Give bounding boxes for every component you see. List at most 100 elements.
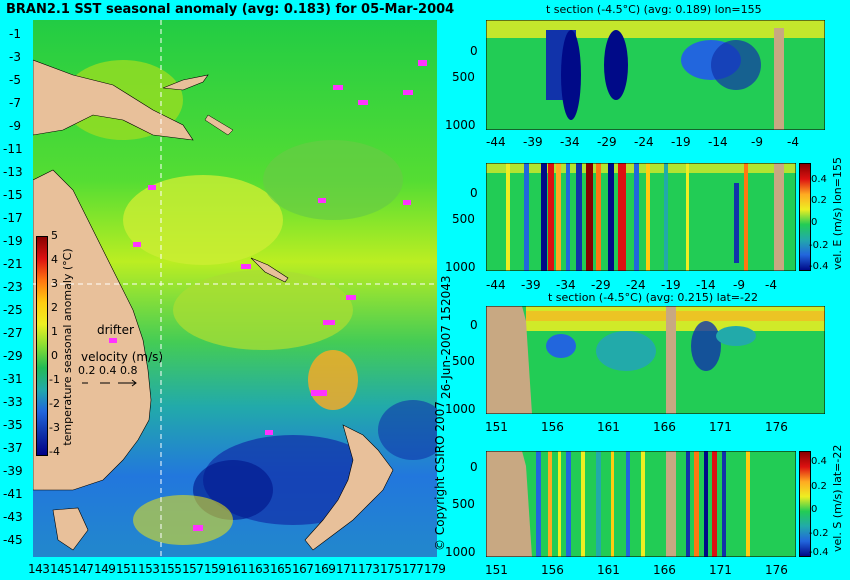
y-tick: -7 [9,96,21,110]
y-tick: -3 [9,50,21,64]
x-tick: 153 [138,562,160,576]
y-tick: -31 [3,372,23,386]
y-tick: 500 [452,497,475,511]
y-tick: 500 [452,354,475,368]
drifter-markers [133,60,427,531]
x-tick: -14 [696,278,716,292]
y-tick: -17 [3,211,23,225]
panel3-title: t section (-4.5°C) (avg: 0.215) lat=-22 [548,291,758,304]
y-tick: 1000 [445,545,476,559]
timestamp: 26-Jun-2007 152043 [439,275,453,399]
cbar-tick: -3 [49,421,60,434]
cbar-tick: -0.2 [809,528,829,539]
y-tick: -45 [3,533,23,547]
x-tick: 161 [597,420,620,434]
main-map-title: BRAN2.1 SST seasonal anomaly (avg: 0.183… [6,2,455,17]
x-tick: 176 [765,420,788,434]
x-tick: 151 [485,563,508,577]
cbar-tick: 0.2 [811,481,827,492]
cbar-tick: -0.4 [809,547,829,558]
x-tick: -39 [523,135,543,149]
x-tick: 179 [424,562,446,576]
panel1-plot [486,20,825,130]
x-tick: 166 [653,563,676,577]
x-tick: 151 [116,562,138,576]
x-tick: -34 [556,278,576,292]
y-tick: -35 [3,418,23,432]
y-tick: -13 [3,165,23,179]
x-tick: 161 [226,562,248,576]
drifter-legend-swatch [109,338,117,343]
sst-colorbar-label: temperature seasonal anomaly (°C) [61,248,74,446]
y-tick: -39 [3,464,23,478]
x-tick: 173 [358,562,380,576]
x-tick: 145 [50,562,72,576]
x-tick: 157 [182,562,204,576]
x-tick: 175 [380,562,402,576]
y-tick: -11 [3,142,23,156]
cbar-tick: 0 [811,217,818,228]
velocity-legend-label: velocity (m/s) [81,350,164,364]
panel3-plot [486,306,825,414]
x-tick: -24 [626,278,646,292]
cbar-tick: -0.2 [809,240,829,251]
cbar-tick: 0 [51,349,58,362]
x-tick: 143 [28,562,50,576]
land-new-britain [162,74,209,91]
x-tick: 171 [709,420,732,434]
land-new-zealand [304,424,394,551]
y-tick: 0 [470,44,478,58]
y-tick: -19 [3,234,23,248]
x-tick: 167 [292,562,314,576]
y-tick: -5 [9,73,21,87]
timestamp-text: 26-Jun-2007 152043 [439,219,453,399]
y-tick: -1 [9,27,21,41]
x-tick: -39 [521,278,541,292]
x-tick: 171 [336,562,358,576]
cbar-tick: -0.4 [809,261,829,272]
y-tick: 0 [470,318,478,332]
x-tick: -24 [634,135,654,149]
drifter-legend-label: drifter [97,323,134,337]
cbar-tick: 0 [811,504,818,515]
x-tick: 165 [270,562,292,576]
panel4-colorbar [799,451,811,557]
land-tasmania [52,507,89,551]
y-tick: -21 [3,257,23,271]
cbar-tick: 2 [51,301,58,314]
panel2-plot [486,163,796,271]
cbar-tick: -2 [49,397,60,410]
y-tick: -29 [3,349,23,363]
x-tick: 163 [248,562,270,576]
y-tick: -27 [3,326,23,340]
cbar-tick: 0.2 [811,195,827,206]
x-tick: 159 [204,562,226,576]
y-tick: 1000 [445,260,476,274]
y-tick: 500 [452,212,475,226]
land-new-guinea [33,59,194,141]
cbar-tick: 3 [51,277,58,290]
x-tick: -19 [671,135,691,149]
y-tick: 1000 [445,118,476,132]
x-tick: 169 [314,562,336,576]
panel1-title: t section (-4.5°C) (avg: 0.189) lon=155 [546,3,762,16]
sst-colorbar [36,236,48,456]
cbar-tick: -4 [49,445,60,458]
y-tick: 1000 [445,402,476,416]
panel4-plot [486,451,796,557]
cbar-tick: 0.4 [811,174,827,185]
x-tick: -4 [787,135,799,149]
x-tick: -4 [765,278,777,292]
y-tick: -25 [3,303,23,317]
x-tick: 166 [653,420,676,434]
y-tick: -43 [3,510,23,524]
x-tick: -29 [597,135,617,149]
cbar-tick: 0.4 [811,456,827,467]
x-tick: 161 [597,563,620,577]
x-tick: 156 [541,563,564,577]
x-tick: 147 [72,562,94,576]
y-tick: 0 [470,460,478,474]
y-tick: -37 [3,441,23,455]
panel2-colorbar [799,163,811,271]
velocity-legend-arrows [82,379,137,387]
